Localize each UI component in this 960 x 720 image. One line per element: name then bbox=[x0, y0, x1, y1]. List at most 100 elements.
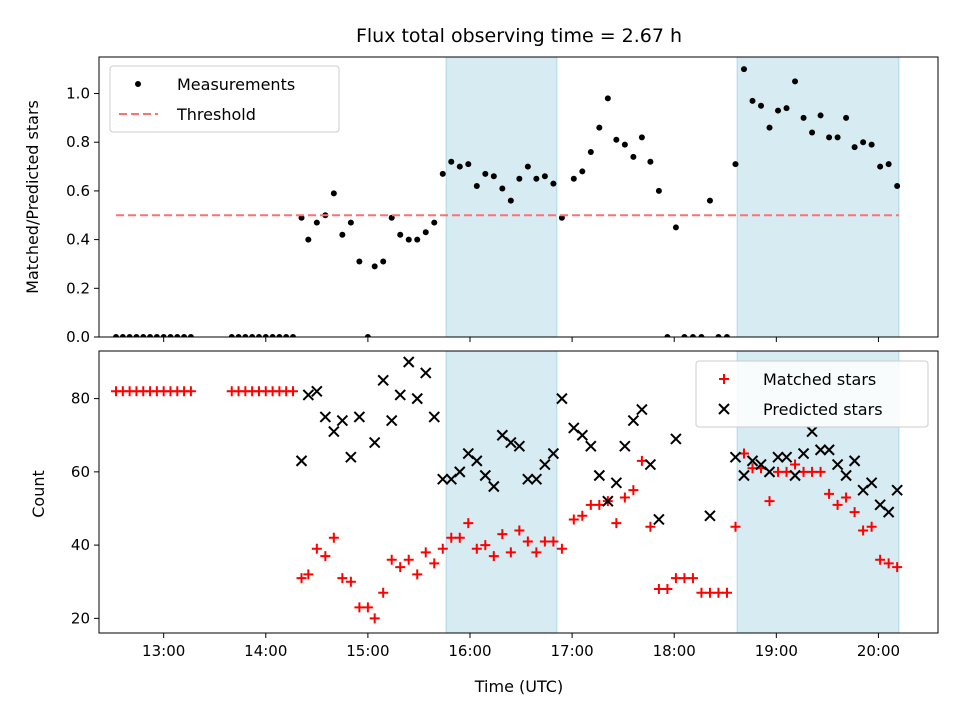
matched-point-69 bbox=[696, 587, 707, 598]
matched-point-11 bbox=[185, 386, 196, 397]
predicted-point-21 bbox=[479, 469, 492, 482]
x-tick-label-6: 19:00 bbox=[755, 642, 798, 660]
measurement-point-47 bbox=[507, 197, 514, 204]
measurement-point-36 bbox=[414, 236, 421, 243]
measurement-point-82 bbox=[809, 129, 816, 136]
matched-point-86 bbox=[841, 492, 852, 503]
x-tick-label-0: 13:00 bbox=[142, 642, 185, 660]
legend-marker-measurements bbox=[135, 81, 141, 87]
measurement-point-67 bbox=[681, 334, 688, 337]
matched-point-87 bbox=[849, 507, 860, 518]
measurement-point-58 bbox=[604, 95, 611, 102]
measurement-point-3 bbox=[133, 334, 140, 337]
predicted-point-46 bbox=[746, 455, 759, 467]
predicted-point-32 bbox=[576, 429, 589, 441]
measurement-point-11 bbox=[187, 334, 194, 337]
predicted-point-55 bbox=[823, 444, 835, 456]
matched-point-49 bbox=[522, 536, 533, 547]
legend-top: Measurements Threshold bbox=[109, 65, 340, 133]
measurement-point-59 bbox=[613, 136, 620, 143]
y-tick-label-bottom-3: 80 bbox=[71, 390, 90, 408]
matched-point-60 bbox=[619, 492, 630, 503]
y-tick-label-top-3: 0.6 bbox=[66, 182, 90, 200]
matched-point-72 bbox=[721, 587, 732, 598]
measurement-point-44 bbox=[482, 170, 489, 177]
measurement-point-30 bbox=[364, 334, 371, 337]
top-y-axis-label: Matched/Predicted stars bbox=[23, 100, 42, 294]
matched-point-51 bbox=[539, 536, 550, 547]
matched-point-57 bbox=[594, 499, 605, 510]
predicted-point-16 bbox=[437, 473, 449, 485]
x-tick-label-2: 15:00 bbox=[346, 642, 389, 660]
shaded-interval-top-0 bbox=[445, 56, 558, 338]
matched-point-38 bbox=[429, 558, 440, 569]
matched-point-70 bbox=[704, 587, 715, 598]
predicted-point-27 bbox=[530, 473, 543, 485]
predicted-point-12 bbox=[403, 356, 415, 368]
measurement-point-65 bbox=[664, 334, 671, 337]
measurement-point-46 bbox=[499, 185, 506, 192]
matched-point-21 bbox=[288, 386, 299, 397]
predicted-point-60 bbox=[865, 477, 878, 489]
predicted-point-29 bbox=[547, 447, 560, 460]
measurement-point-85 bbox=[834, 134, 841, 141]
matched-point-59 bbox=[611, 518, 622, 529]
measurement-point-20 bbox=[283, 334, 290, 337]
measurement-point-15 bbox=[249, 334, 256, 337]
measurement-point-43 bbox=[473, 183, 480, 190]
matched-point-84 bbox=[824, 488, 835, 499]
predicted-point-10 bbox=[386, 414, 398, 427]
legend-label-bottom-1: Predicted stars bbox=[763, 400, 883, 419]
measurement-point-83 bbox=[817, 112, 824, 119]
measurement-point-74 bbox=[740, 66, 747, 73]
measurement-point-79 bbox=[783, 105, 790, 112]
matched-point-71 bbox=[713, 587, 724, 598]
predicted-point-3 bbox=[319, 411, 332, 423]
predicted-point-26 bbox=[522, 473, 534, 485]
matched-point-54 bbox=[568, 514, 579, 525]
measurement-point-0 bbox=[113, 334, 120, 337]
y-tick-label-top-0: 0.0 bbox=[66, 328, 90, 346]
predicted-point-34 bbox=[593, 469, 606, 482]
predicted-point-1 bbox=[302, 389, 315, 401]
x-tick-label-4: 17:00 bbox=[550, 642, 593, 660]
measurement-point-57 bbox=[596, 124, 603, 131]
measurement-point-10 bbox=[181, 334, 188, 337]
predicted-point-24 bbox=[505, 436, 517, 449]
matched-point-53 bbox=[556, 543, 567, 554]
measurement-point-73 bbox=[732, 161, 739, 168]
matched-point-79 bbox=[781, 466, 792, 477]
measurement-point-28 bbox=[347, 219, 354, 226]
plot-area-top bbox=[113, 66, 901, 337]
predicted-point-49 bbox=[772, 451, 784, 463]
measurement-point-40 bbox=[448, 158, 455, 165]
matched-point-73 bbox=[730, 521, 741, 532]
measurement-point-55 bbox=[579, 168, 586, 175]
matched-point-52 bbox=[548, 536, 559, 547]
matched-point-50 bbox=[531, 547, 542, 558]
predicted-point-43 bbox=[704, 510, 716, 522]
measurement-point-45 bbox=[490, 173, 497, 180]
matched-point-80 bbox=[790, 459, 801, 470]
measurement-point-2 bbox=[126, 334, 133, 337]
matched-point-41 bbox=[454, 532, 465, 543]
measurement-point-35 bbox=[405, 236, 412, 243]
measurement-point-66 bbox=[672, 224, 679, 231]
measurement-point-91 bbox=[885, 161, 892, 168]
measurement-point-6 bbox=[153, 334, 160, 337]
measurement-point-51 bbox=[541, 173, 548, 180]
measurement-point-64 bbox=[655, 187, 662, 194]
measurement-point-89 bbox=[868, 141, 875, 148]
predicted-point-38 bbox=[627, 414, 640, 427]
predicted-point-14 bbox=[420, 367, 432, 379]
matched-point-23 bbox=[303, 569, 314, 580]
predicted-point-18 bbox=[454, 466, 466, 478]
matched-point-65 bbox=[662, 584, 673, 595]
measurement-point-75 bbox=[749, 97, 756, 104]
matched-point-46 bbox=[497, 529, 508, 540]
measurement-point-76 bbox=[758, 102, 765, 109]
predicted-point-22 bbox=[488, 480, 500, 493]
axes-frame-top bbox=[98, 56, 939, 338]
measurement-point-9 bbox=[174, 334, 181, 337]
measurement-point-19 bbox=[276, 334, 283, 337]
